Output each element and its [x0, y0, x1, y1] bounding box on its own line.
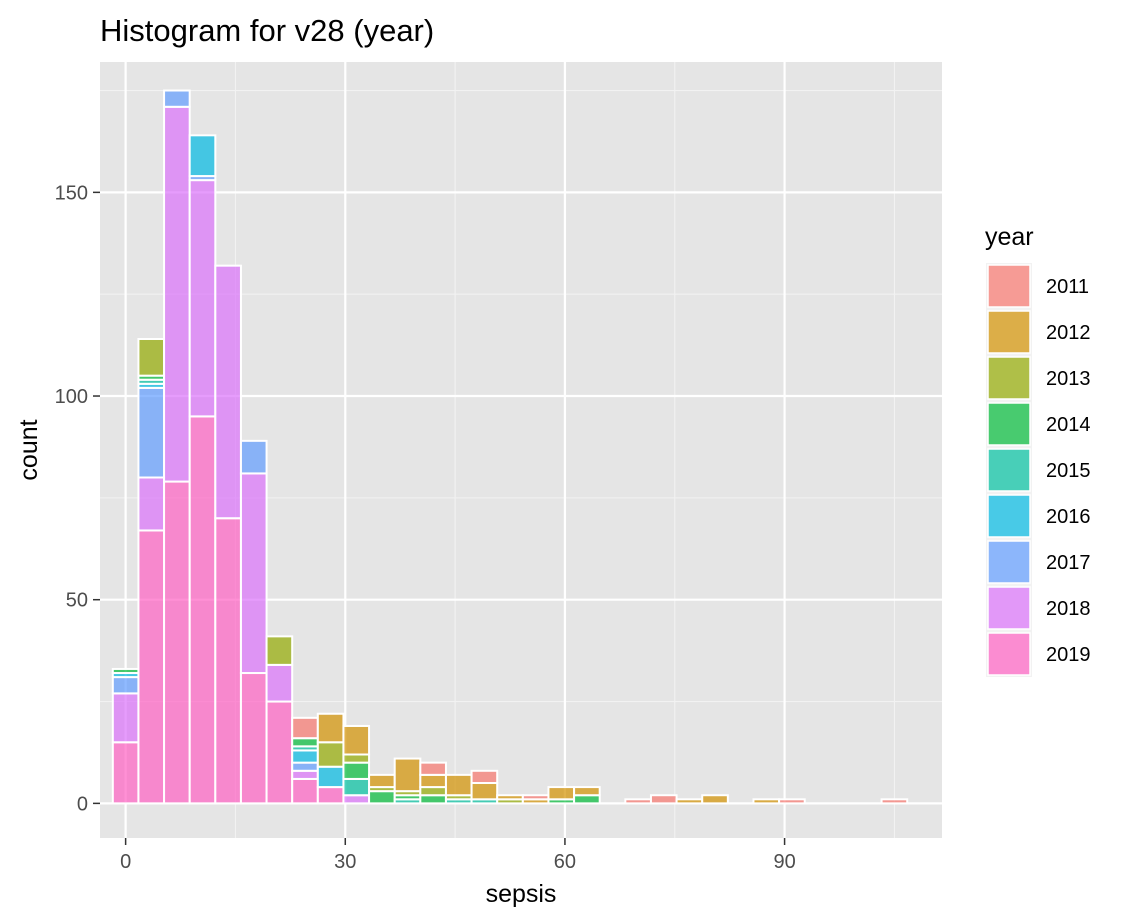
bar-segment-2011 — [470, 769, 499, 785]
legend-swatch-2014 — [987, 402, 1031, 446]
bar-segment-2019 — [316, 786, 345, 805]
legend-swatch-2011 — [987, 264, 1031, 308]
legend-swatch-2015 — [987, 448, 1031, 492]
legend-swatch-2016 — [987, 494, 1031, 538]
legend-swatch-2017 — [987, 540, 1031, 584]
bar-segment-2014 — [291, 737, 319, 748]
bar-segment-2014 — [419, 794, 447, 805]
y-tick-label: 0 — [77, 793, 88, 815]
chart-title: Histogram for v28 (year) — [100, 13, 434, 48]
legend-label-2017: 2017 — [1046, 552, 1091, 574]
bar-segment-2011 — [649, 794, 678, 805]
y-tick-label: 150 — [55, 182, 88, 204]
x-axis: 0 30 60 90 — [120, 838, 796, 873]
bar-segment-2017 — [111, 676, 140, 695]
legend-label-2018: 2018 — [1046, 598, 1091, 620]
bar-segment-2013 — [316, 741, 345, 768]
bar-segment-2018 — [137, 476, 166, 532]
bar-segment-2013 — [342, 753, 371, 764]
x-tick-label: 0 — [120, 851, 131, 873]
bar-segment-2019 — [214, 517, 242, 805]
bar-segment-2018 — [291, 769, 319, 780]
bar-segment-2012 — [368, 773, 396, 789]
x-tick-label: 60 — [554, 851, 576, 873]
bar-segment-2017 — [239, 439, 268, 475]
legend-label-2015: 2015 — [1046, 460, 1091, 482]
bar-segment-2018 — [188, 179, 217, 418]
bar-segment-2019 — [163, 480, 191, 805]
bar-segment-2016 — [316, 765, 345, 789]
bar-segment-2011 — [880, 798, 909, 805]
bar-segment-2017 — [163, 89, 191, 108]
bar-segment-2016 — [188, 134, 217, 178]
legend-label-2014: 2014 — [1046, 414, 1091, 436]
bar-segment-2012 — [547, 786, 576, 801]
bar-segment-2011 — [778, 798, 806, 805]
y-axis: 0 50 100 150 — [55, 182, 100, 815]
x-tick-label: 30 — [334, 851, 356, 873]
legend-label-2016: 2016 — [1046, 506, 1091, 528]
legend-title: year — [985, 223, 1034, 251]
bar-segment-2012 — [342, 724, 371, 756]
bars — [111, 89, 909, 805]
legend-swatch-2013 — [987, 356, 1031, 400]
bar-segment-2014 — [368, 790, 396, 805]
bar-segment-2011 — [624, 798, 652, 805]
bar-segment-2019 — [111, 741, 140, 805]
legend-label-2011: 2011 — [1046, 276, 1089, 298]
y-tick-label: 50 — [66, 590, 88, 612]
bar-segment-2012 — [573, 786, 601, 797]
bar-segment-2018 — [214, 264, 242, 520]
bar-segment-2012 — [470, 782, 499, 801]
legend-label-2013: 2013 — [1046, 368, 1091, 390]
x-axis-label: sepsis — [486, 880, 557, 908]
bar-segment-2012 — [496, 794, 524, 801]
bar-segment-2011 — [419, 761, 447, 776]
bar-segment-2018 — [342, 794, 371, 805]
bar-segment-2016 — [291, 749, 319, 764]
legend: year 20112012201320142015201620172018201… — [985, 223, 1091, 677]
legend-swatch-2018 — [987, 586, 1031, 630]
bar-segment-2011 — [521, 794, 550, 801]
bar-segment-2019 — [137, 529, 166, 805]
x-tick-label: 90 — [773, 851, 795, 873]
legend-swatch-2012 — [987, 310, 1031, 354]
bar-segment-2013 — [137, 337, 166, 377]
bar-segment-2012 — [675, 798, 704, 805]
bar-segment-2012 — [701, 794, 729, 805]
bar-segment-2019 — [265, 700, 294, 805]
bar-segment-2019 — [239, 672, 268, 805]
legend-label-2019: 2019 — [1046, 644, 1091, 666]
bar-segment-2012 — [419, 773, 447, 789]
bar-segment-2014 — [111, 667, 140, 675]
bar-segment-2017 — [291, 761, 319, 772]
bar-segment-2011 — [291, 716, 319, 740]
bar-segment-2012 — [752, 798, 781, 805]
bar-segment-2019 — [188, 415, 217, 805]
bar-segment-2018 — [239, 472, 268, 675]
bar-segment-2017 — [137, 386, 166, 479]
bar-segment-2013 — [419, 786, 447, 797]
legend-swatch-2019 — [987, 632, 1031, 676]
bar-segment-2018 — [265, 663, 294, 703]
y-axis-label: count — [15, 419, 43, 480]
y-tick-label: 100 — [55, 386, 88, 408]
bar-segment-2018 — [163, 105, 191, 483]
bar-segment-2015 — [342, 777, 371, 797]
bar-segment-2018 — [111, 692, 140, 744]
legend-items: 2011 2012 2013 2014 2015 2016 2017 2018 2019 — [986, 263, 1091, 677]
bar-segment-2012 — [393, 757, 422, 793]
bar-segment-2019 — [291, 777, 319, 805]
grid-lines — [100, 62, 942, 838]
bar-segment-2014 — [342, 761, 371, 780]
bar-segment-2014 — [573, 794, 601, 805]
bar-segment-2013 — [265, 635, 294, 666]
bar-segment-2012 — [444, 773, 473, 797]
legend-label-2012: 2012 — [1046, 322, 1091, 344]
bar-segment-2012 — [316, 712, 345, 744]
